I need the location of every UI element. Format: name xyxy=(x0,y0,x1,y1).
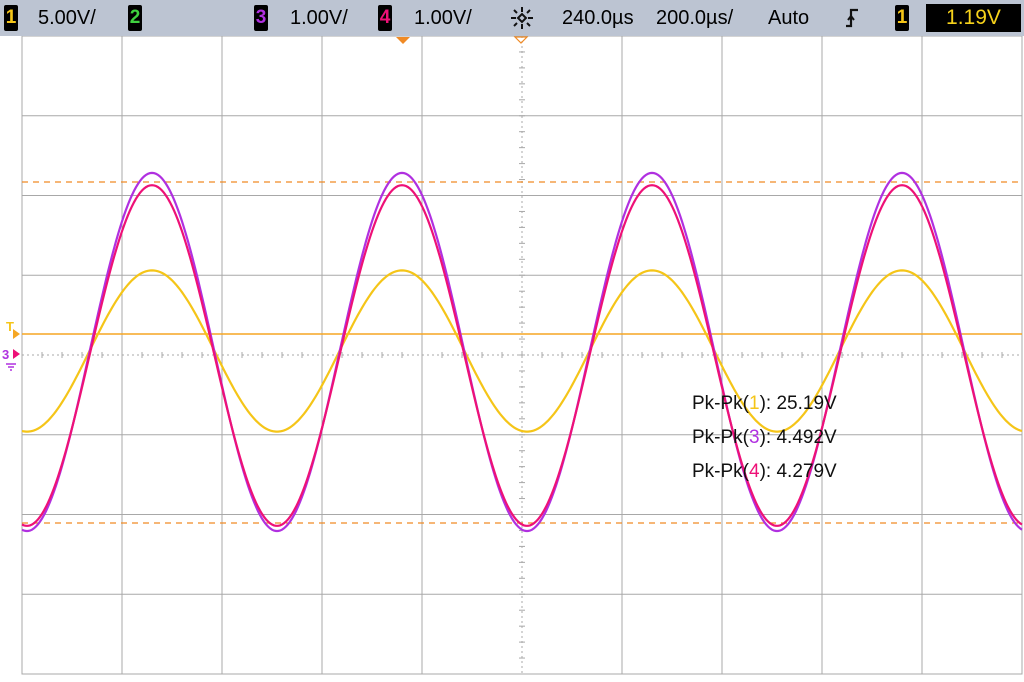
waveform-area[interactable] xyxy=(0,35,1024,677)
channel-2-badge[interactable]: 2 xyxy=(128,5,142,31)
channel-offset-arrow xyxy=(13,349,20,359)
waveform-ch4 xyxy=(21,184,1023,527)
channel-4-badge[interactable]: 4 xyxy=(378,5,392,31)
measurement-ch4: Pk-Pk(4): 4.279V xyxy=(692,460,837,484)
measurement-prefix: Pk-Pk( xyxy=(692,461,749,482)
channel-ground-marker[interactable]: 3 xyxy=(2,347,10,362)
measurement-suffix: ): xyxy=(759,427,777,448)
trigger-level-readout[interactable]: 1.19V xyxy=(926,4,1021,32)
trigger-level-arrow xyxy=(13,329,20,339)
measurement-value: 4.279V xyxy=(776,461,837,482)
waveform-display[interactable]: T 3 Pk-Pk(1): 25.19V Pk-Pk(3): 4.492V Pk… xyxy=(0,35,1024,677)
time-reference-marker xyxy=(396,37,410,44)
measurement-suffix: ): xyxy=(759,393,777,414)
time-scale-readout[interactable]: 200.0µs/ xyxy=(656,7,734,29)
measurement-channel: 4 xyxy=(749,461,760,482)
measurement-prefix: Pk-Pk( xyxy=(692,393,749,414)
trigger-source-badge[interactable]: 1 xyxy=(895,5,909,31)
channel-1-scale[interactable]: 5.00V/ xyxy=(38,7,96,29)
waveform-ch1 xyxy=(21,269,1023,433)
measurement-suffix: ): xyxy=(759,461,777,482)
status-bar: 1 5.00V/ 2 3 1.00V/ 4 1.00V/ 240.0µs 200… xyxy=(0,0,1024,36)
trigger-mode[interactable]: Auto xyxy=(768,7,810,29)
measurement-channel: 3 xyxy=(749,427,760,448)
channel-1-badge[interactable]: 1 xyxy=(4,5,18,31)
waveform-ch3 xyxy=(21,171,1023,533)
trigger-position-marker xyxy=(513,36,529,44)
measurement-value: 25.19V xyxy=(776,393,837,414)
measurement-prefix: Pk-Pk( xyxy=(692,427,749,448)
trigger-marker[interactable]: T xyxy=(6,319,14,334)
time-delay-icon xyxy=(509,5,535,31)
channel-4-scale[interactable]: 1.00V/ xyxy=(414,7,472,29)
measurement-ch3: Pk-Pk(3): 4.492V xyxy=(692,426,837,450)
time-delay-readout[interactable]: 240.0µs xyxy=(562,7,634,29)
rising-edge-icon xyxy=(844,6,860,30)
ground-icon xyxy=(6,363,16,371)
measurement-ch1: Pk-Pk(1): 25.19V xyxy=(692,392,837,416)
measurement-value: 4.492V xyxy=(776,427,837,448)
measurement-channel: 1 xyxy=(749,393,760,414)
channel-3-scale[interactable]: 1.00V/ xyxy=(290,7,348,29)
channel-3-badge[interactable]: 3 xyxy=(254,5,268,31)
